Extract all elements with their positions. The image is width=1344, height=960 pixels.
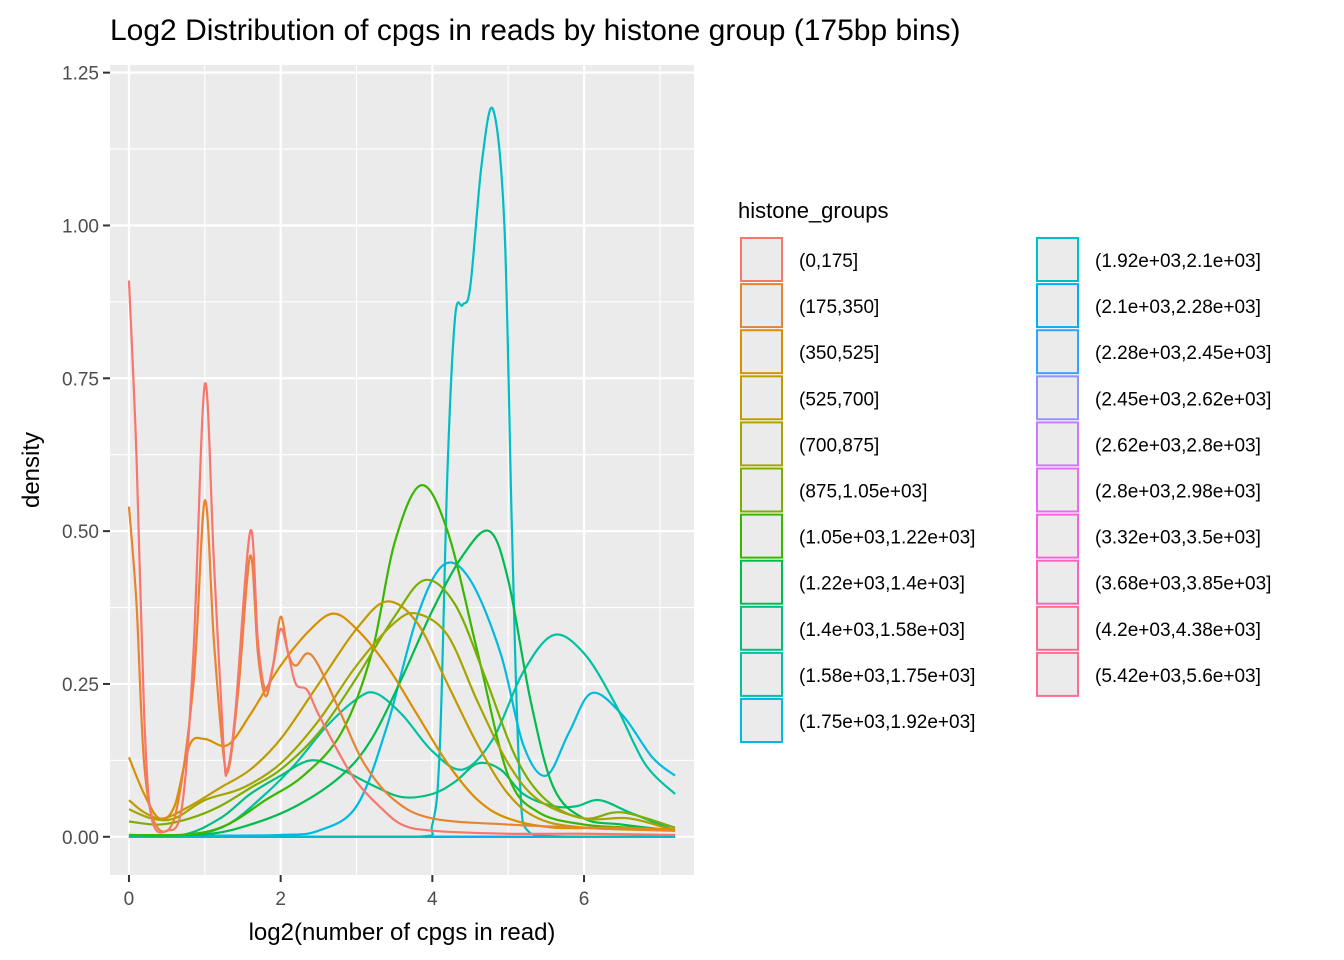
y-axis-label: density xyxy=(18,432,45,508)
legend-key xyxy=(1036,467,1079,513)
legend-item: (1.05e+03,1.22e+03] xyxy=(740,513,975,559)
legend-item: (0,175] xyxy=(740,237,858,282)
legend-key xyxy=(740,605,783,651)
density-line xyxy=(128,633,676,838)
axes: 0 2 4 6 0.00 0.25 0.50 0.75 1.00 1.25 xyxy=(62,64,589,910)
legend: (0,175] (175,350] (350,525] (525,700] (700,8… xyxy=(740,237,1271,743)
legend-key xyxy=(1036,651,1079,697)
density-line xyxy=(128,484,676,837)
legend-item: (4.2e+03,4.38e+03] xyxy=(1036,605,1261,651)
legend-item: (2.28e+03,2.45e+03] xyxy=(1036,329,1271,375)
legend-item: (875,1.05e+03] xyxy=(740,467,927,513)
legend-key xyxy=(1036,559,1079,605)
series-lines xyxy=(127,106,676,838)
legend-item: (350,525] xyxy=(740,329,879,375)
legend-key xyxy=(740,375,783,421)
legend-item: (2.62e+03,2.8e+03] xyxy=(1036,421,1261,467)
legend-item: (525,700] xyxy=(740,375,879,421)
y-tick-label: 0.75 xyxy=(62,369,99,390)
legend-key xyxy=(1036,605,1079,651)
legend-label: (1.4e+03,1.58e+03] xyxy=(799,620,965,641)
legend-label: (5.42e+03,5.6e+03] xyxy=(1095,666,1261,687)
legend-label: (2.28e+03,2.45e+03] xyxy=(1095,343,1271,364)
legend-key xyxy=(740,559,783,605)
legend-title: histone_groups xyxy=(738,198,888,223)
legend-item: (1.92e+03,2.1e+03] xyxy=(1036,237,1261,282)
legend-item: (5.42e+03,5.6e+03] xyxy=(1036,651,1261,697)
legend-label: (875,1.05e+03] xyxy=(799,482,927,503)
legend-label: (175,350] xyxy=(799,297,879,318)
legend-key xyxy=(740,421,783,467)
density-line xyxy=(127,612,676,831)
x-tick-label: 0 xyxy=(124,889,135,910)
legend-key xyxy=(740,283,783,329)
legend-label: (1.58e+03,1.75e+03] xyxy=(799,666,975,687)
legend-item: (1.75e+03,1.92e+03] xyxy=(740,698,975,743)
legend-label: (1.05e+03,1.22e+03] xyxy=(799,528,975,549)
density-line xyxy=(128,529,676,837)
legend-label: (2.62e+03,2.8e+03] xyxy=(1095,435,1261,456)
legend-key xyxy=(740,467,783,513)
legend-item: (1.4e+03,1.58e+03] xyxy=(740,605,965,651)
y-tick-label: 0.50 xyxy=(62,522,99,543)
legend-label: (1.22e+03,1.4e+03] xyxy=(799,574,965,595)
legend-item: (2.1e+03,2.28e+03] xyxy=(1036,283,1261,329)
legend-label: (525,700] xyxy=(799,389,879,410)
legend-label: (1.92e+03,2.1e+03] xyxy=(1095,251,1261,272)
legend-label: (3.68e+03,3.85e+03] xyxy=(1095,574,1271,595)
legend-item: (700,875] xyxy=(740,421,879,467)
chart-title: Log2 Distribution of cpgs in reads by hi… xyxy=(110,14,961,47)
legend-key xyxy=(1036,421,1079,467)
density-line xyxy=(128,611,676,832)
legend-label: (700,875] xyxy=(799,435,879,456)
legend-key xyxy=(1036,375,1079,421)
x-axis-label: log2(number of cpgs in read) xyxy=(249,919,556,946)
legend-key xyxy=(1036,283,1079,329)
legend-label: (2.1e+03,2.28e+03] xyxy=(1095,297,1261,318)
legend-item: (1.22e+03,1.4e+03] xyxy=(740,559,965,605)
density-line xyxy=(128,578,676,829)
x-tick-label: 2 xyxy=(275,889,286,910)
density-line xyxy=(128,106,676,838)
legend-item: (1.58e+03,1.75e+03] xyxy=(740,651,975,697)
legend-label: (2.8e+03,2.98e+03] xyxy=(1095,482,1261,503)
legend-item: (3.32e+03,3.5e+03] xyxy=(1036,513,1261,559)
legend-label: (350,525] xyxy=(799,343,879,364)
legend-key xyxy=(740,698,783,743)
legend-key xyxy=(740,329,783,375)
legend-label: (4.2e+03,4.38e+03] xyxy=(1095,620,1261,641)
y-tick-label: 0.00 xyxy=(62,828,99,849)
legend-label: (1.75e+03,1.92e+03] xyxy=(799,712,975,733)
density-line xyxy=(128,561,676,837)
legend-item: (175,350] xyxy=(740,283,879,329)
legend-key xyxy=(1036,237,1079,282)
legend-item: (2.45e+03,2.62e+03] xyxy=(1036,375,1271,421)
legend-key xyxy=(740,237,783,282)
plot-panel xyxy=(110,65,694,875)
legend-key xyxy=(1036,329,1079,375)
legend-label: (2.45e+03,2.62e+03] xyxy=(1095,389,1271,410)
legend-item: (3.68e+03,3.85e+03] xyxy=(1036,559,1271,605)
x-tick-label: 4 xyxy=(427,889,438,910)
legend-key xyxy=(740,651,783,697)
legend-label: (0,175] xyxy=(799,251,858,272)
legend-key xyxy=(740,513,783,559)
density-line xyxy=(128,759,676,838)
legend-label: (3.32e+03,3.5e+03] xyxy=(1095,528,1261,549)
x-tick-label: 6 xyxy=(579,889,590,910)
y-tick-label: 1.00 xyxy=(62,216,99,237)
density-line xyxy=(127,280,676,837)
y-tick-label: 0.25 xyxy=(62,675,99,696)
legend-key xyxy=(1036,513,1079,559)
legend-item: (2.8e+03,2.98e+03] xyxy=(1036,467,1261,513)
y-tick-label: 1.25 xyxy=(62,64,99,85)
